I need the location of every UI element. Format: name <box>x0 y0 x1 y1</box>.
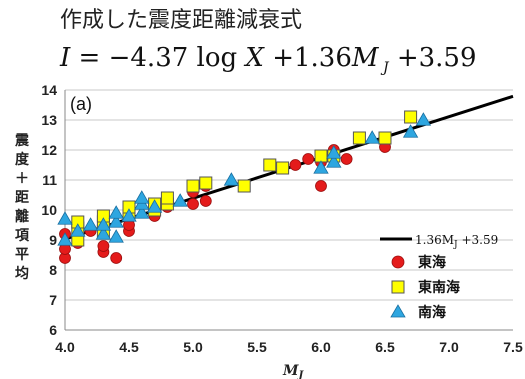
formula-x: X <box>243 43 265 73</box>
legend-marker-circle <box>391 255 405 269</box>
x-tick-label: 5.5 <box>247 339 267 355</box>
data-point-circle <box>199 195 212 207</box>
formula-text: I = −4.37 log X +1.36M J +3.59 <box>59 43 477 76</box>
x-tick-label: 4.0 <box>55 339 75 355</box>
data-point-triangle <box>57 232 73 246</box>
formula-m: M <box>351 43 380 73</box>
data-point-circle <box>97 240 110 252</box>
plot-area <box>57 89 514 331</box>
data-point-square <box>263 158 277 172</box>
y-tick-label: 14 <box>41 82 57 98</box>
x-tick-labels: 4.0 4.5 5.0 5.5 6.0 6.5 7.0 7.5 <box>55 339 523 355</box>
y-tick-label: 9 <box>49 232 57 248</box>
data-point-circle <box>315 180 327 192</box>
data-point-triangle <box>146 199 163 213</box>
data-point-triangle <box>95 217 112 231</box>
series-circle <box>59 141 391 264</box>
formula-rest-2: +1.36 <box>264 43 352 73</box>
y-tick-labels: 6 7 8 9 10 11 12 13 14 <box>41 82 57 338</box>
data-point-triangle <box>70 223 86 237</box>
x-tick-label: 6.5 <box>375 339 395 355</box>
data-point-triangle <box>364 130 380 144</box>
y-tick-label: 11 <box>42 172 57 188</box>
x-tick-label: 7.5 <box>503 339 523 355</box>
y-tick-label: 12 <box>41 142 57 158</box>
panel-label: (a) <box>70 94 92 114</box>
data-point-triangle <box>82 217 99 231</box>
data-point-circle <box>110 252 123 264</box>
data-point-triangle <box>121 208 137 222</box>
y-axis-label-char: 項 <box>15 228 30 244</box>
data-point-triangle <box>172 193 188 207</box>
legend-marker-square <box>391 280 405 294</box>
legend-series-label: 東南海 <box>418 279 460 296</box>
data-point-square <box>352 131 366 145</box>
chart-title: 作成した震度距離減衰式 <box>60 8 302 33</box>
data-point-circle <box>302 153 315 165</box>
y-tick-label: 8 <box>49 262 57 278</box>
x-axis-label-main: M <box>282 363 299 379</box>
data-point-triangle <box>134 205 150 219</box>
data-point-triangle <box>415 112 432 126</box>
y-axis-label-char: 震 <box>14 133 30 149</box>
formula-i: I <box>59 43 71 73</box>
series-triangle <box>57 112 432 246</box>
legend-fit-line-label-sub: J <box>453 240 458 250</box>
y-axis-label-char: 離 <box>15 208 29 225</box>
x-axis-label: MJ <box>282 363 305 379</box>
data-point-square <box>276 161 290 175</box>
data-point-triangle <box>223 172 240 186</box>
data-point-square <box>160 191 174 205</box>
y-axis-label-char: 度 <box>15 151 30 168</box>
data-point-circle <box>289 159 302 171</box>
data-point-triangle <box>402 124 419 138</box>
legend-series-label: 南海 <box>418 304 446 321</box>
formula-rest-3: +3.59 <box>389 43 477 73</box>
legend-series-label: 東海 <box>418 254 446 271</box>
data-point-square <box>404 110 418 124</box>
data-point-square <box>186 179 200 193</box>
x-axis-label-sub: J <box>297 370 305 379</box>
data-point-circle <box>187 198 199 210</box>
data-point-triangle <box>95 226 112 240</box>
y-tick-label: 13 <box>41 112 57 128</box>
y-axis-label-char: ＋ <box>15 171 29 187</box>
legend-fit-line-label-main: 1.36M <box>415 233 454 247</box>
data-point-square <box>199 176 213 190</box>
legend-fit-line-label-suffix: +3.59 <box>458 233 499 247</box>
data-point-triangle <box>108 229 124 243</box>
x-tick-label: 6.0 <box>311 339 331 355</box>
y-tick-label: 7 <box>49 292 57 308</box>
y-tick-label: 10 <box>41 202 57 218</box>
data-point-triangle <box>57 211 73 225</box>
data-point-triangle <box>326 145 342 159</box>
legend-fit-line-label: 1.36MJ +3.59 <box>415 233 498 250</box>
data-point-triangle <box>108 214 124 228</box>
data-point-square <box>237 179 251 193</box>
data-point-square <box>378 131 392 145</box>
data-point-triangle <box>134 190 150 204</box>
y-axis-label-char: 平 <box>15 247 29 263</box>
x-tick-label: 5.0 <box>183 339 203 355</box>
data-point-circle <box>340 153 353 165</box>
formula-rest-1: = −4.37 log <box>70 43 245 73</box>
x-tick-label: 7.0 <box>439 339 459 355</box>
y-axis-label-char: 均 <box>15 265 29 282</box>
formula-sub-j: J <box>379 60 390 76</box>
legend-marker-triangle <box>390 304 406 318</box>
data-point-triangle <box>326 154 342 168</box>
y-tick-label: 6 <box>49 322 57 338</box>
x-tick-label: 4.5 <box>119 339 139 355</box>
data-point-triangle <box>108 205 124 219</box>
data-point-triangle <box>313 160 329 174</box>
y-axis-label-char: 距 <box>15 190 29 206</box>
